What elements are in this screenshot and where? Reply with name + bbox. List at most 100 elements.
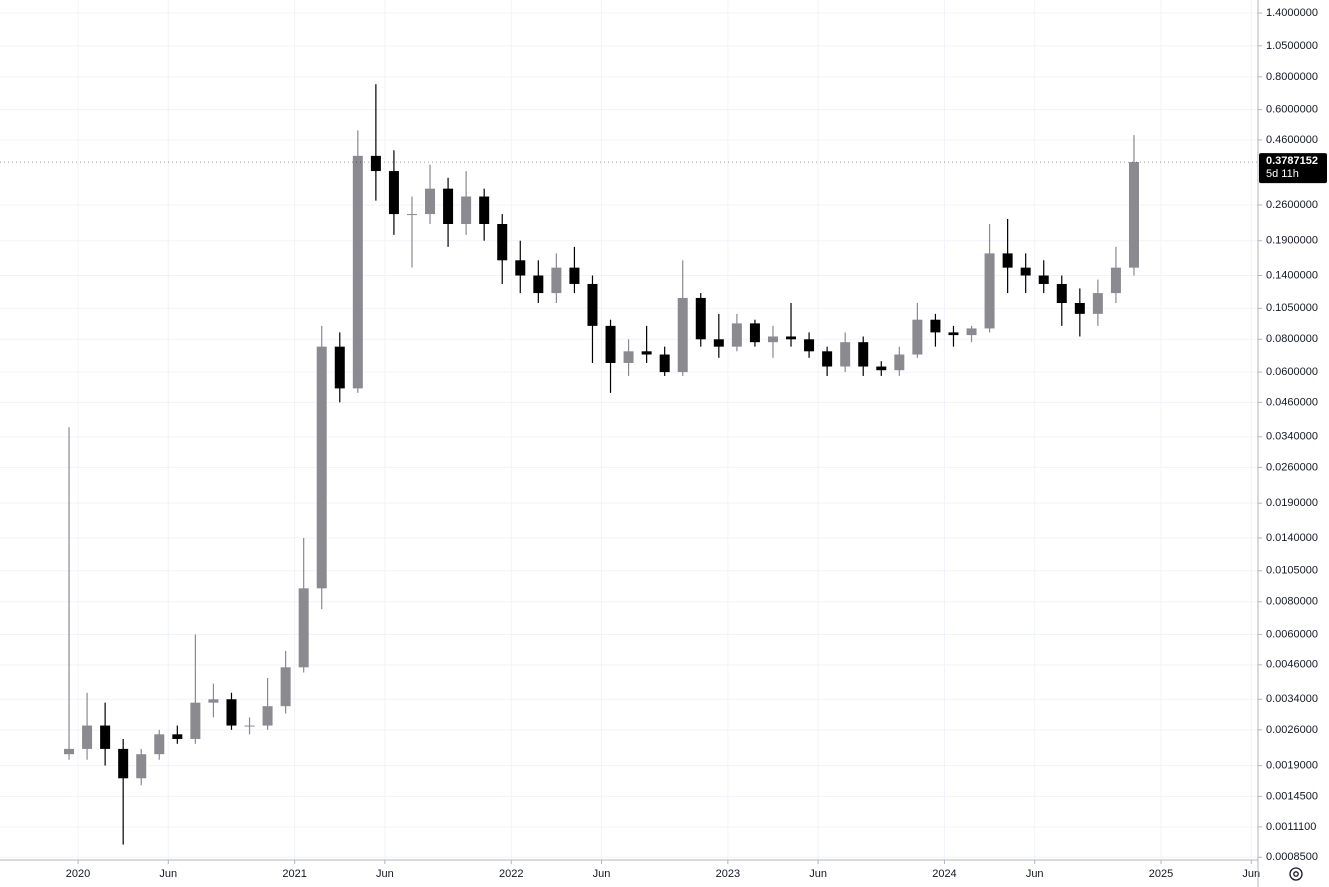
x-tick-label: 2020 [66, 868, 90, 880]
candle-body [551, 267, 562, 294]
x-tick-label: Jun [159, 868, 177, 880]
candle-body [479, 196, 490, 224]
y-tick-label: 1.0500000 [1266, 40, 1318, 52]
y-tick-label: 0.0046000 [1266, 659, 1318, 671]
candle-body [1056, 283, 1067, 303]
y-tick-label: 0.6000000 [1266, 104, 1318, 116]
candle-body [641, 351, 652, 355]
candle-body [912, 319, 923, 355]
y-tick-label: 0.0800000 [1266, 333, 1318, 345]
candle-body [190, 702, 201, 739]
x-tick-label: 2025 [1149, 868, 1173, 880]
settings-button[interactable] [1289, 867, 1303, 881]
candle-body [605, 325, 616, 363]
candle-body [1038, 275, 1049, 284]
candle-body [786, 336, 797, 340]
y-tick-label: 0.0260000 [1266, 461, 1318, 473]
y-tick-label: 0.0080000 [1266, 596, 1318, 608]
x-tick-label: 2022 [499, 868, 523, 880]
candle-body [587, 283, 598, 326]
y-tick-label: 0.0014500 [1266, 790, 1318, 802]
y-tick-label: 0.0026000 [1266, 724, 1318, 736]
candle-body [876, 366, 887, 371]
candle-body [352, 155, 363, 389]
y-tick-label: 0.4600000 [1266, 134, 1318, 146]
candle-body [984, 253, 995, 329]
candle-body [749, 323, 760, 343]
candle-body [966, 328, 977, 336]
y-tick-label: 0.0140000 [1266, 532, 1318, 544]
candle-body [804, 339, 815, 352]
settings-icon-center [1293, 871, 1299, 877]
countdown-label: 5d 11h [1266, 168, 1299, 180]
candle-body [894, 354, 905, 371]
candle-body [461, 196, 472, 224]
settings-icon [1289, 867, 1303, 881]
candle-body [569, 267, 580, 284]
candle-body [316, 346, 327, 589]
candle-body [226, 699, 237, 726]
candle-body [1020, 267, 1031, 276]
candle-body [262, 706, 273, 726]
x-tick-label: 2024 [932, 868, 956, 880]
candle-body [280, 667, 291, 707]
candle-body [713, 339, 724, 347]
candle-body [425, 188, 436, 215]
candle-body [136, 754, 147, 779]
y-tick-label: 0.0019000 [1266, 760, 1318, 772]
candle-body [244, 725, 255, 727]
y-tick-label: 0.1400000 [1266, 269, 1318, 281]
y-tick-label: 0.0008500 [1266, 851, 1318, 863]
y-tick-label: 0.2600000 [1266, 199, 1318, 211]
candle-body [1092, 293, 1103, 314]
y-tick-label: 0.1050000 [1266, 302, 1318, 314]
candle-body [659, 354, 670, 373]
candle-body [406, 214, 417, 216]
candle-body [1110, 267, 1121, 294]
y-tick-label: 0.1900000 [1266, 235, 1318, 247]
y-tick-label: 0.0190000 [1266, 497, 1318, 509]
candle-body [930, 319, 941, 333]
last-price-box [1259, 153, 1327, 184]
y-tick-label: 0.8000000 [1266, 71, 1318, 83]
last-price-label: 0.3787152 [1266, 155, 1318, 167]
x-tick-label: 2021 [282, 868, 306, 880]
candle-body [731, 323, 742, 347]
y-tick-label: 0.0034000 [1266, 693, 1318, 705]
y-tick-label: 0.0011100 [1266, 821, 1316, 833]
candle-body [840, 342, 851, 367]
x-tick-label: Jun [376, 868, 394, 880]
y-tick-label: 1.4000000 [1266, 7, 1318, 19]
candle-body [1002, 253, 1013, 268]
candle-body [515, 260, 526, 276]
x-tick-label: Jun [809, 868, 827, 880]
candle-body [388, 171, 399, 215]
candle-body [118, 748, 129, 779]
candle-body [497, 223, 508, 261]
candle-body [1074, 302, 1085, 314]
candle-body [677, 297, 688, 373]
candle-body [100, 725, 111, 749]
candle-body [370, 155, 381, 172]
candle-body [948, 332, 959, 336]
candle-body [154, 734, 165, 755]
x-tick-label: Jun [1026, 868, 1044, 880]
y-tick-label: 0.0340000 [1266, 431, 1318, 443]
y-tick-label: 0.0105000 [1266, 565, 1318, 577]
candle-body [334, 346, 345, 389]
candle-body [822, 351, 833, 367]
y-tick-label: 0.0060000 [1266, 628, 1318, 640]
candle-body [1128, 162, 1139, 268]
candle-body [208, 699, 219, 703]
candle-body [533, 275, 544, 294]
candle-body [858, 342, 869, 367]
y-tick-label: 0.0600000 [1266, 366, 1318, 378]
candle-body [695, 297, 706, 340]
candle-body [443, 188, 454, 224]
candle-body [298, 588, 309, 668]
x-tick-label: Jun [593, 868, 611, 880]
x-tick-label: Jun [1242, 868, 1260, 880]
candle-body [767, 336, 778, 343]
